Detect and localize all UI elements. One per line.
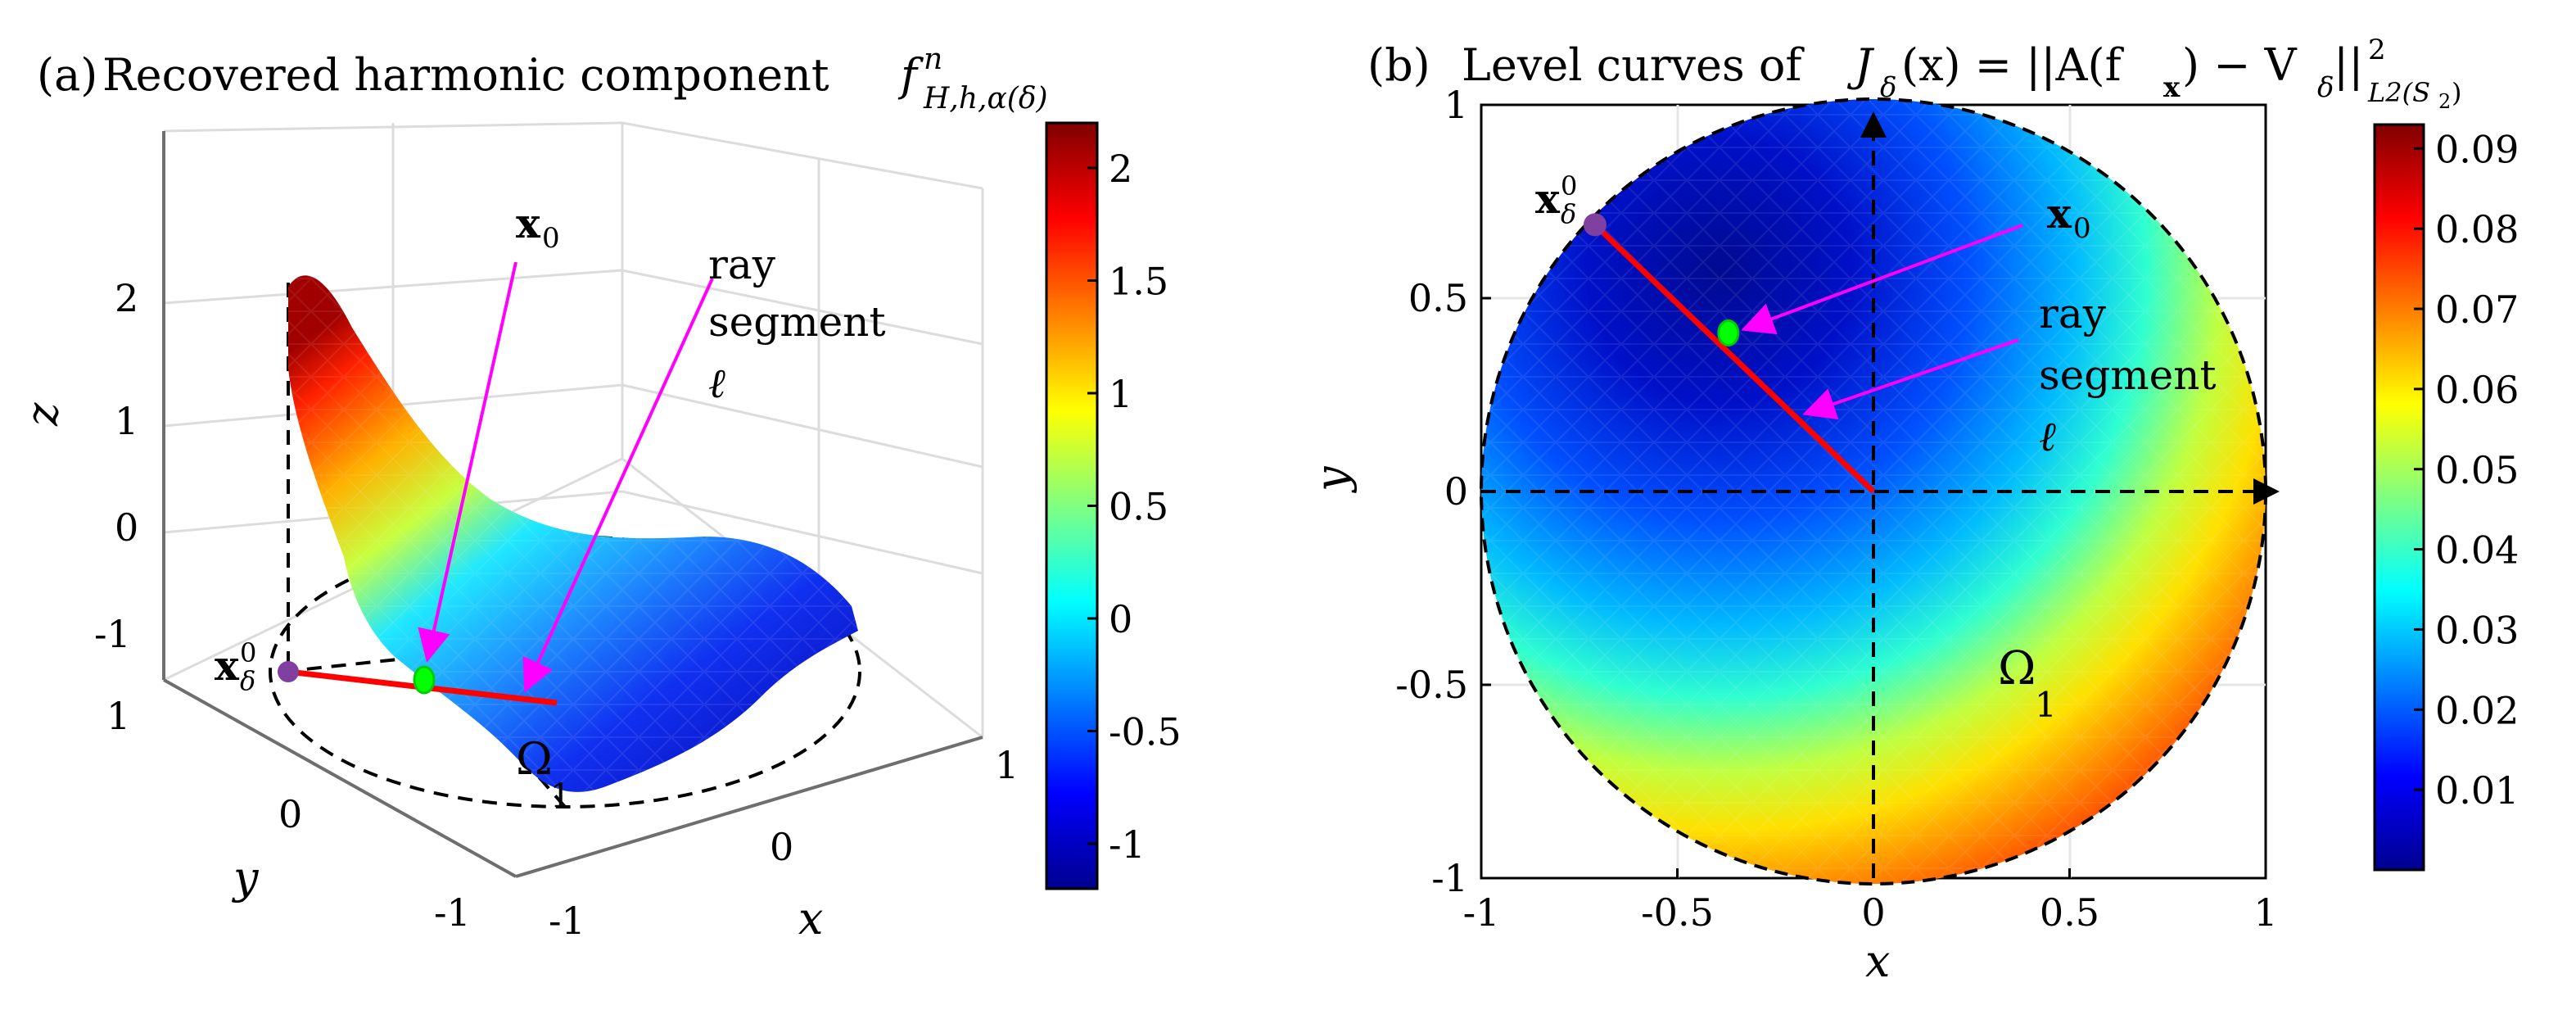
panel-b-ytick-label: 0 xyxy=(1444,469,1468,514)
panel-a-title-sub: H,h,α(δ) xyxy=(923,82,1048,115)
colorbar-tick-label: 0 xyxy=(1109,597,1132,641)
panel-a-xdelta-sup: 0 xyxy=(240,637,256,668)
panel-b: (b) Level curves of J δ (x) = ||A(f x ) … xyxy=(1306,34,2519,987)
panel-b-title-V-sub: δ xyxy=(2317,71,2334,104)
panel-b-ylabel: y xyxy=(1306,465,1358,493)
panel-b-title-J: J xyxy=(1846,39,1875,91)
panel-a-xtick: -1 xyxy=(549,899,585,943)
panel-a-ray-arrow xyxy=(522,278,714,693)
panel-b-xtick-label: 1 xyxy=(2253,890,2277,935)
panel-b-xtick-label: -1 xyxy=(1463,890,1500,935)
panel-b-ray-arrow xyxy=(1802,338,2019,420)
panel-a-title-sup: n xyxy=(924,43,942,76)
panel-b-y-ticks: -1 -0.5 0 0.5 1 xyxy=(1395,83,1491,900)
colorbar-tick-label: 1 xyxy=(1109,372,1132,416)
panel-b-xtick-label: 0.5 xyxy=(2040,890,2099,935)
panel-a-omega-sub: 1 xyxy=(550,777,571,815)
panel-b-ytick-label: 1 xyxy=(1444,83,1468,127)
panel-a-ztick: -1 xyxy=(94,612,131,656)
panel-a-ray-label: ray xyxy=(708,241,776,288)
panel-b-xdelta-label: x xyxy=(1535,174,1561,223)
panel-a-ztick: 2 xyxy=(115,276,138,320)
panel-a-xtick: 0 xyxy=(770,825,793,869)
panel-b-omega-label: Ω xyxy=(1998,642,2036,695)
panel-b-colorbar xyxy=(2373,123,2425,872)
panel-b-ell-label: ℓ xyxy=(2039,413,2056,460)
panel-a-ztick: 1 xyxy=(115,399,138,443)
panel-b-x-delta-point xyxy=(1583,213,1607,237)
panel-a-surface-mesh xyxy=(288,275,858,792)
panel-a-title-symbol: f xyxy=(897,49,924,101)
panel-b-ytick-label: -1 xyxy=(1431,856,1468,900)
colorbar-tick-label: 0.07 xyxy=(2435,288,2519,332)
panel-a-xdelta-label: x xyxy=(215,641,240,690)
panel-b-title-arg2: ) − V xyxy=(2182,39,2298,91)
panel-b-title-J-sub: δ xyxy=(1880,71,1896,104)
colorbar-tick-label: 0.06 xyxy=(2435,368,2519,412)
panel-b-x0-label: x xyxy=(2047,189,2072,238)
panel-b-x0-arrow xyxy=(1741,224,2023,335)
panel-b-x0-sub: 0 xyxy=(2073,212,2091,245)
panel-b-title-S-sub: 2 xyxy=(2438,90,2451,113)
panel-b-segment-label: segment xyxy=(2039,351,2217,399)
panel-b-title-norm-sub: L2(S xyxy=(2367,77,2430,108)
panel-b-x0-point xyxy=(1717,319,1740,346)
panel-b-xtick-label: 0 xyxy=(1861,890,1885,935)
panel-a-x0-arrow xyxy=(418,261,517,663)
panel-a-ztick: 0 xyxy=(115,505,138,550)
panel-a-ytick: 1 xyxy=(106,694,130,738)
panel-a-label: (a) xyxy=(37,49,97,101)
panel-b-ray-segment xyxy=(1593,222,1876,494)
colorbar-tick-label: 0.02 xyxy=(2435,688,2519,732)
panel-a-ytick: 0 xyxy=(278,792,302,836)
colorbar-tick-label: 2 xyxy=(1109,147,1132,191)
panel-b-xtick-label: -0.5 xyxy=(1641,890,1714,935)
colorbar-tick-label: 0.09 xyxy=(2435,127,2519,171)
panel-b-ytick-label: -0.5 xyxy=(1395,663,1468,707)
panel-b-label: (b) xyxy=(1367,39,1430,91)
colorbar-tick-label: 0.03 xyxy=(2435,608,2519,652)
panel-a-zlabel: z xyxy=(16,402,68,427)
panel-a-axes xyxy=(162,131,983,878)
colorbar-tick-label: -0.5 xyxy=(1109,710,1182,754)
panel-a: (a) Recovered harmonic component f n H,h… xyxy=(16,43,1182,944)
panel-b-title-sup: 2 xyxy=(2368,34,2386,66)
panel-b-colorbar-ticks: 0.01 0.02 0.03 0.04 0.05 0.06 0.07 0.08 0.09 xyxy=(2414,127,2519,813)
panel-a-omega-label: Ω xyxy=(516,733,553,785)
panel-a-xdelta-sub: δ xyxy=(240,665,255,696)
panel-b-title-norm-sub2: ) xyxy=(2452,77,2461,108)
colorbar-tick-label: 0.05 xyxy=(2435,448,2519,492)
colorbar-tick-label: 1.5 xyxy=(1109,260,1168,304)
panel-a-x0-label: x xyxy=(516,199,541,247)
panel-b-title-arg: (x) = ||A(f xyxy=(1901,39,2125,91)
panel-b-ray-label: ray xyxy=(2039,290,2107,337)
panel-a-xlabel: x xyxy=(798,893,823,944)
colorbar-tick-label: 0.04 xyxy=(2435,528,2519,573)
panel-a-x0-point xyxy=(413,665,436,695)
panel-a-colorbar-ticks: -1 -0.5 0 0.5 1 1.5 2 xyxy=(1087,147,1182,867)
colorbar-tick-label: 0.5 xyxy=(1109,485,1168,529)
panel-a-ytick: -1 xyxy=(434,890,471,935)
panel-b-xdelta-sup: 0 xyxy=(1561,170,1577,202)
panel-a-ell-label: ℓ xyxy=(708,360,725,407)
panel-b-xlabel: x xyxy=(1865,935,1890,987)
panel-b-x-ticks: -1 -0.5 0 0.5 1 xyxy=(1463,868,2278,935)
colorbar-tick-label: -1 xyxy=(1109,822,1146,867)
panel-a-title: Recovered harmonic component xyxy=(102,49,829,101)
panel-b-title-end: || xyxy=(2334,39,2363,91)
panel-b-title: Level curves of xyxy=(1462,39,1805,91)
panel-b-omega-sub: 1 xyxy=(2035,685,2057,725)
panel-b-ytick-label: 0.5 xyxy=(1408,276,1468,320)
colorbar-tick-label: 0.01 xyxy=(2435,768,2519,813)
colorbar-tick-label: 0.08 xyxy=(2435,207,2519,251)
panel-a-xtick: 1 xyxy=(995,743,1019,787)
panel-b-xdelta-sub: δ xyxy=(1561,198,1576,229)
panel-a-x-delta-point xyxy=(278,661,299,682)
panel-a-segment-label: segment xyxy=(708,298,886,346)
panel-a-x0-sub: 0 xyxy=(542,222,560,255)
panel-a-ylabel: y xyxy=(232,852,260,904)
panel-b-title-x-sub: x xyxy=(2163,71,2181,104)
